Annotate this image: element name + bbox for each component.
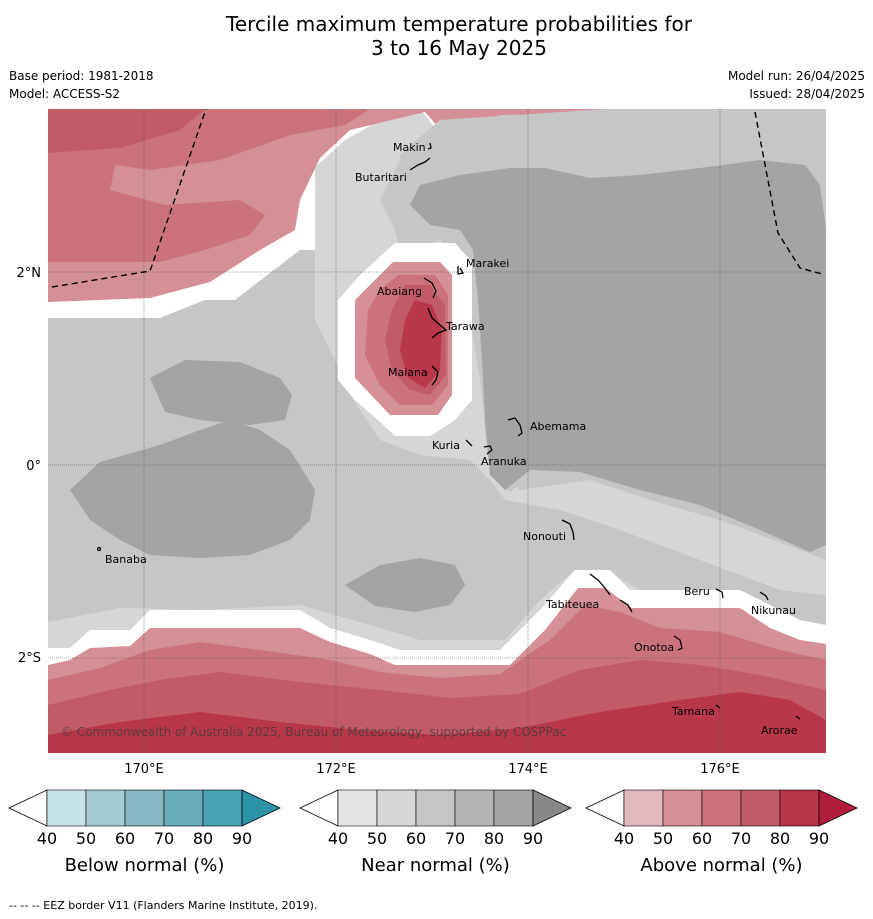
above-normal-colorbar-high-extension [818,789,858,827]
above-normal-80-center [400,300,442,388]
near-normal-colorbar-swatch [493,789,534,827]
eez-footnote: -- -- -- EEZ border V11 (Flanders Marine… [9,899,318,912]
above-normal-colorbar: 40 50 60 70 80 90 Above normal (%) [585,789,858,876]
lon-label-170e: 170°E [124,762,164,777]
label-makin: Makin [393,141,426,154]
model-name: Model: ACCESS-S2 [9,87,121,101]
below-normal-colorbar-swatch [163,789,204,827]
copyright-notice: © Commonwealth of Australia 2025, Bureau… [61,725,566,739]
label-aranuka: Aranuka [481,455,527,468]
island-outlines [96,142,801,720]
near-normal-colorbar-tick: 90 [523,829,543,848]
above-normal-colorbar-label: Above normal (%) [640,855,802,876]
lon-label-176e: 176°E [700,762,740,777]
near-normal-colorbar-tick: 40 [328,829,348,848]
near-normal-70-region-east [410,160,826,552]
above-normal-colorbar-tick: 90 [809,829,829,848]
label-marakei: Marakei [466,257,509,270]
below-normal-colorbar-tick: 50 [76,829,96,848]
title-line-1: Tercile maximum temperature probabilitie… [226,12,692,36]
below-normal-colorbar-tick: 70 [154,829,174,848]
above-normal-colorbar-tick: 70 [731,829,751,848]
near-normal-colorbar: 40 50 60 70 80 90 Near normal (%) [299,789,572,876]
below-normal-colorbar-high-extension [241,789,281,827]
below-normal-colorbar-swatch [202,789,243,827]
map-panel: Makin Butaritari Marakei Abaiang Tarawa … [48,109,826,753]
near-normal-colorbar-tick: 70 [445,829,465,848]
label-onotoa: Onotoa [634,641,674,654]
lon-label-172e: 172°E [316,762,356,777]
above-normal-colorbar-swatch [623,789,664,827]
label-tarawa: Tarawa [445,320,485,333]
lon-label-174e: 174°E [508,762,548,777]
lat-label-2n: 2°N [17,266,42,281]
below-normal-colorbar-low-extension [8,789,48,827]
label-abemama: Abemama [530,420,586,433]
model-run: Model run: 26/04/2025 [727,69,865,83]
label-beru: Beru [684,585,710,598]
lat-label-0: 0° [26,459,41,474]
near-normal-70-patch-west [70,420,315,558]
below-normal-colorbar-label: Below normal (%) [65,855,225,876]
above-normal-colorbar-tick: 80 [770,829,790,848]
below-normal-colorbar-tick: 90 [232,829,252,848]
near-normal-colorbar-low-extension [299,789,339,827]
label-nikunau: Nikunau [751,604,796,617]
above-normal-80-south [48,692,826,753]
label-banaba: Banaba [105,553,147,566]
near-normal-colorbar-swatch [454,789,495,827]
label-tabiteuea: Tabiteuea [545,598,599,611]
eez-border [51,109,823,288]
label-maiana: Maiana [388,366,428,379]
near-normal-70-patch-northwest [150,360,292,425]
label-kuria: Kuria [432,439,460,452]
above-normal-colorbar-low-extension [585,789,625,827]
above-normal-colorbar-swatch [662,789,703,827]
near-normal-colorbar-label: Near normal (%) [361,855,510,876]
below-normal-colorbar-tick: 40 [37,829,57,848]
below-normal-colorbar-tick: 60 [115,829,135,848]
meta-right: Model run: 26/04/2025 Issued: 28/04/2025 [728,67,865,103]
near-normal-colorbar-swatch [376,789,417,827]
near-normal-colorbar-swatch [337,789,378,827]
below-normal-colorbar: 40 50 60 70 80 90 Below normal (%) [8,789,281,876]
issued-date: Issued: 28/04/2025 [749,87,865,101]
axis-labels: 170°E 172°E 174°E 176°E 2°N 0° 2°S [17,266,740,777]
below-normal-colorbar-swatch [46,789,87,827]
gridlines [48,109,826,753]
above-normal-colorbar-tick: 40 [614,829,634,848]
above-normal-colorbar-swatch [701,789,742,827]
above-normal-colorbar-swatch [740,789,781,827]
below-normal-colorbar-swatch [124,789,165,827]
near-normal-colorbar-tick: 60 [406,829,426,848]
near-normal-colorbar-high-extension [532,789,572,827]
colorbar-legends: 40 50 60 70 80 90 Below normal (%) 40 50 60 70 80 90… [8,789,858,876]
label-abaiang: Abaiang [377,285,422,298]
near-normal-colorbar-tick: 80 [484,829,504,848]
above-normal-colorbar-tick: 50 [653,829,673,848]
title-line-2: 3 to 16 May 2025 [371,36,547,60]
label-arorae: Arorae [761,724,798,737]
label-tamana: Tamana [671,705,715,718]
below-normal-colorbar-tick: 80 [193,829,213,848]
near-normal-colorbar-swatch [415,789,456,827]
meta-left: Base period: 1981-2018 Model: ACCESS-S2 [9,67,154,103]
chart-title: Tercile maximum temperature probabilitie… [0,12,873,60]
above-normal-colorbar-tick: 60 [692,829,712,848]
above-normal-70-top-left [48,109,205,153]
place-labels: Makin Butaritari Marakei Abaiang Tarawa … [105,141,798,737]
above-normal-60-top-left [48,109,370,262]
label-nonouti: Nonouti [523,530,566,543]
near-normal-colorbar-tick: 50 [367,829,387,848]
lat-label-2s: 2°S [18,651,41,666]
base-period: Base period: 1981-2018 [9,69,154,83]
above-normal-colorbar-swatch [779,789,820,827]
label-butaritari: Butaritari [355,171,407,184]
near-normal-70-patch-south [345,558,465,612]
below-normal-colorbar-swatch [85,789,126,827]
